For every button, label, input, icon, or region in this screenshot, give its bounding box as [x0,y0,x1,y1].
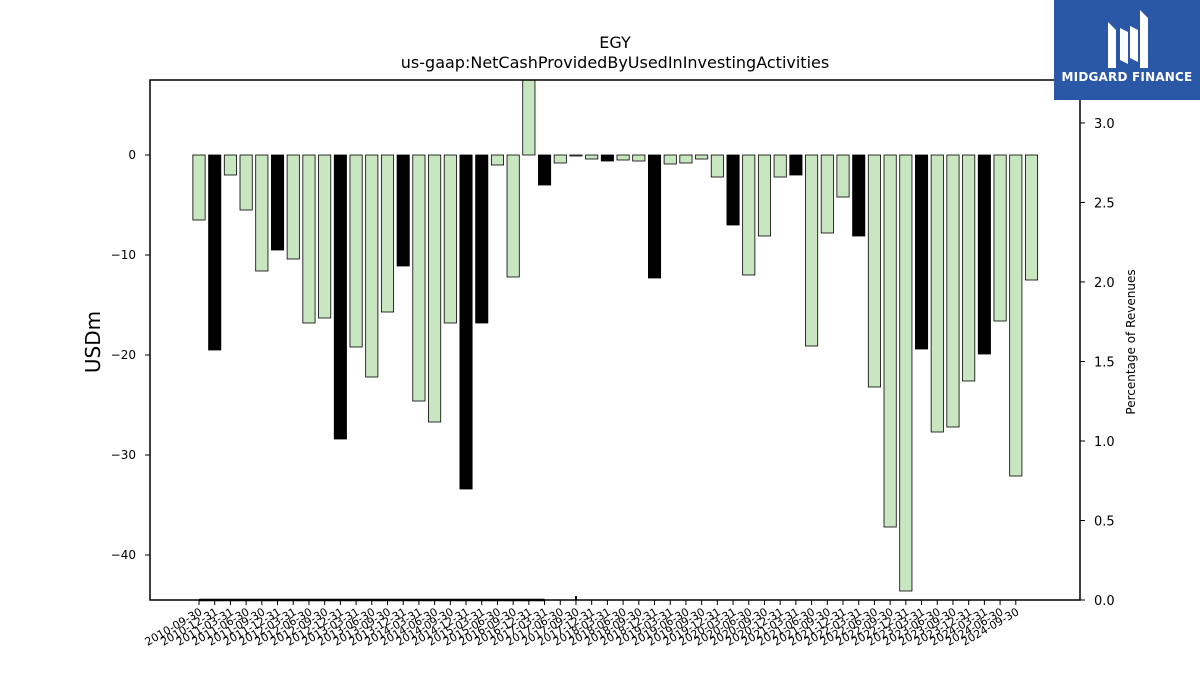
right-tick-label: 1.5 [1094,355,1115,370]
left-tick-label: −30 [111,448,136,462]
bar [428,154,442,423]
bar [820,154,834,234]
bar [302,154,316,324]
brand-logo: MIDGARD FINANCE [1054,0,1200,100]
left-tick-label: −20 [111,348,136,362]
bar [600,154,614,162]
bar [742,154,756,276]
bar [459,154,473,490]
bar [789,154,803,176]
chart-subtitle: us-gaap:NetCashProvidedByUsedInInvesting… [401,53,829,72]
bar [836,154,850,198]
bar [569,154,583,157]
right-tick-label: 2.0 [1094,276,1115,291]
bar [271,154,285,251]
bar [710,154,724,178]
bar [930,154,944,433]
left-tick-label: −10 [111,248,136,262]
bar [538,154,552,186]
bar [616,154,630,161]
bar [443,154,457,324]
bar [993,154,1007,322]
left-axis-ticks: 0 −10 −20 −30 −40 [111,148,150,562]
bar [365,154,379,378]
chart-title: EGY [599,33,631,52]
bar [726,154,740,226]
bar [490,154,504,166]
bar [223,154,237,176]
bar [647,154,662,279]
y-axis-label: USDm [81,311,105,373]
bars-group [192,79,1039,592]
bar [522,79,536,156]
bar [553,154,567,164]
bar [349,154,363,348]
bar [632,154,646,162]
left-tick-label: −40 [111,548,136,562]
bar [380,154,395,313]
bar [962,154,976,382]
bar [318,154,332,319]
bar [475,154,489,324]
right-tick-label: 0.0 [1094,594,1115,609]
left-tick-label: 0 [128,148,136,162]
bar [286,154,300,260]
bar [852,154,866,237]
right-tick-label: 0.5 [1094,514,1115,529]
bar [585,154,599,160]
bar [1024,154,1039,281]
bar [255,154,269,272]
bar [208,154,222,351]
bar [915,154,929,350]
bar [883,154,897,528]
right-tick-label: 3.0 [1094,117,1115,132]
bar [679,154,693,164]
right-tick-label: 2.5 [1094,196,1115,211]
bar [663,154,677,165]
logo-text: MIDGARD FINANCE [1061,70,1193,84]
plot-frame [149,79,1081,601]
bar [773,154,787,178]
bar [239,154,253,211]
bar [899,154,913,592]
bar [1009,154,1023,477]
right-axis-ticks: 0.0 0.5 1.0 1.5 2.0 2.5 3.0 [1080,117,1115,609]
bar [977,154,991,355]
bar [192,154,206,221]
bar [412,154,426,402]
bar [695,154,709,160]
bar [805,154,819,347]
logo-icon [1108,10,1148,68]
y-axis-right-label: Percentage of Revenues [1124,269,1138,414]
bar [333,154,347,440]
bar [757,154,771,237]
right-tick-label: 1.0 [1094,435,1115,450]
bar [867,154,881,388]
bar [396,154,410,267]
bar [506,154,520,278]
bar [946,154,960,428]
x-axis-ticks: 2010-09-302010-12-312011-03-312011-06-30… [143,596,1021,649]
